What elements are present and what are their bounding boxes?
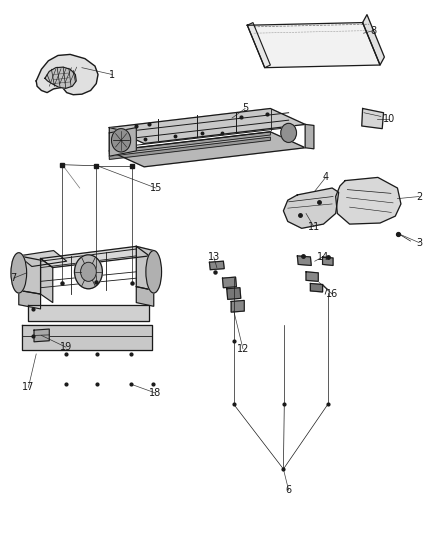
Text: 1: 1	[110, 70, 116, 79]
Polygon shape	[110, 109, 305, 143]
Polygon shape	[297, 256, 311, 265]
Polygon shape	[136, 287, 154, 306]
Polygon shape	[110, 127, 118, 152]
Polygon shape	[41, 259, 53, 303]
Ellipse shape	[11, 253, 27, 293]
Text: 15: 15	[150, 183, 162, 193]
Text: 18: 18	[148, 387, 161, 398]
Text: 19: 19	[60, 342, 72, 352]
Polygon shape	[231, 301, 244, 312]
Polygon shape	[19, 251, 67, 266]
Polygon shape	[36, 54, 98, 95]
Polygon shape	[19, 290, 41, 309]
Text: 11: 11	[308, 222, 320, 232]
Text: 2: 2	[416, 191, 422, 201]
Polygon shape	[336, 177, 401, 224]
Polygon shape	[19, 256, 41, 294]
Text: 5: 5	[242, 103, 248, 114]
Circle shape	[112, 128, 131, 152]
Polygon shape	[136, 246, 154, 290]
Text: 16: 16	[326, 289, 338, 299]
Polygon shape	[305, 124, 314, 149]
Text: 4: 4	[322, 172, 328, 182]
Polygon shape	[110, 132, 270, 154]
Polygon shape	[28, 305, 149, 320]
Text: 6: 6	[286, 485, 292, 495]
Polygon shape	[223, 277, 237, 288]
Polygon shape	[34, 329, 49, 342]
Text: 8: 8	[371, 26, 377, 36]
Polygon shape	[110, 127, 136, 156]
Polygon shape	[110, 137, 270, 159]
Polygon shape	[41, 246, 149, 268]
Polygon shape	[247, 22, 380, 68]
Polygon shape	[247, 22, 270, 68]
Polygon shape	[363, 14, 385, 65]
Polygon shape	[209, 261, 224, 270]
Polygon shape	[362, 109, 384, 128]
Ellipse shape	[146, 251, 162, 293]
Circle shape	[74, 255, 102, 289]
Polygon shape	[45, 67, 76, 88]
Polygon shape	[110, 132, 305, 167]
Circle shape	[281, 123, 297, 142]
Text: 14: 14	[317, 252, 328, 262]
Polygon shape	[283, 188, 339, 228]
Polygon shape	[227, 288, 241, 300]
Circle shape	[81, 262, 96, 281]
Text: 7: 7	[11, 273, 17, 283]
Polygon shape	[22, 325, 152, 350]
Text: 10: 10	[383, 114, 395, 124]
Text: 17: 17	[22, 382, 35, 392]
Text: 12: 12	[237, 344, 249, 354]
Text: 3: 3	[416, 238, 422, 248]
Polygon shape	[306, 272, 318, 281]
Polygon shape	[322, 257, 333, 265]
Polygon shape	[311, 284, 322, 292]
Text: 13: 13	[208, 252, 220, 262]
